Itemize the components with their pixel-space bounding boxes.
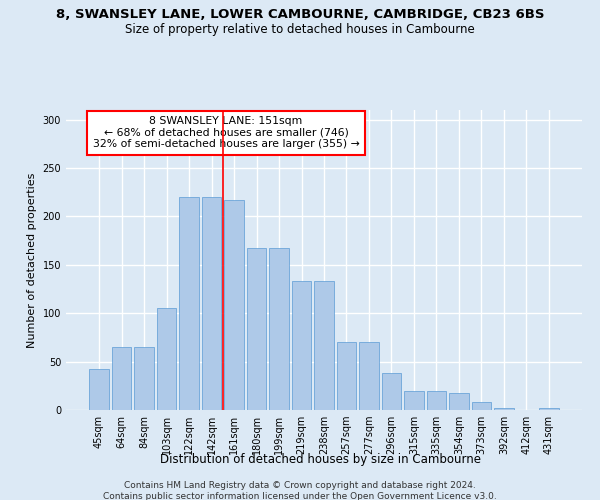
- Bar: [112, 347, 131, 410]
- Bar: [314, 282, 334, 410]
- Text: Contains public sector information licensed under the Open Government Licence v3: Contains public sector information licen…: [103, 492, 497, 500]
- Bar: [89, 370, 109, 410]
- Bar: [359, 342, 379, 410]
- Bar: [449, 392, 469, 410]
- Text: Distribution of detached houses by size in Cambourne: Distribution of detached houses by size …: [161, 452, 482, 466]
- Bar: [179, 197, 199, 410]
- Bar: [157, 308, 176, 410]
- Bar: [247, 248, 266, 410]
- Bar: [404, 390, 424, 410]
- Text: 8 SWANSLEY LANE: 151sqm
← 68% of detached houses are smaller (746)
32% of semi-d: 8 SWANSLEY LANE: 151sqm ← 68% of detache…: [92, 116, 359, 149]
- Bar: [382, 373, 401, 410]
- Bar: [427, 390, 446, 410]
- Text: Contains HM Land Registry data © Crown copyright and database right 2024.: Contains HM Land Registry data © Crown c…: [124, 481, 476, 490]
- Bar: [494, 408, 514, 410]
- Bar: [269, 248, 289, 410]
- Bar: [539, 408, 559, 410]
- Text: 8, SWANSLEY LANE, LOWER CAMBOURNE, CAMBRIDGE, CB23 6BS: 8, SWANSLEY LANE, LOWER CAMBOURNE, CAMBR…: [56, 8, 544, 20]
- Bar: [472, 402, 491, 410]
- Y-axis label: Number of detached properties: Number of detached properties: [27, 172, 37, 348]
- Bar: [292, 282, 311, 410]
- Bar: [337, 342, 356, 410]
- Text: Size of property relative to detached houses in Cambourne: Size of property relative to detached ho…: [125, 22, 475, 36]
- Bar: [202, 197, 221, 410]
- Bar: [224, 200, 244, 410]
- Bar: [134, 347, 154, 410]
